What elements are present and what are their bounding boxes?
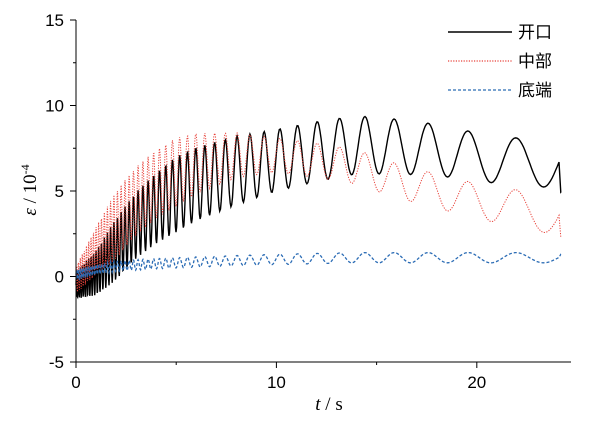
x-axis-title: t / s <box>315 394 342 415</box>
y-tick-label: 10 <box>45 97 64 116</box>
y-axis-title: ε / 10-4 <box>18 164 41 215</box>
y-axis-title-unit: / 10 <box>20 174 41 208</box>
x-tick-label: 10 <box>267 373 286 392</box>
axes <box>70 19 571 368</box>
legend-label-1: 开口 <box>518 23 552 43</box>
y-tick-label: 5 <box>55 182 64 201</box>
tick-labels: -5 0 5 10 15 0 10 20 <box>45 11 486 392</box>
series-line-3 <box>75 251 562 282</box>
x-tick-label: 20 <box>467 373 486 392</box>
y-tick-label: -5 <box>49 353 64 372</box>
legend-label-3: 底端 <box>518 81 552 101</box>
axis-titles: t / s ε / 10-4 <box>18 164 343 415</box>
plot-lines <box>75 115 562 300</box>
legend-label-2: 中部 <box>518 52 552 72</box>
y-tick-label: 0 <box>55 268 64 287</box>
series-line-1 <box>75 115 562 300</box>
y-axis-title-symbol: ε <box>20 208 41 216</box>
x-axis-title-unit: / s <box>321 394 343 415</box>
y-tick-label: 15 <box>45 11 64 30</box>
x-axis-title-symbol: t <box>315 394 321 415</box>
x-tick-label: 0 <box>71 373 80 392</box>
series-line-2 <box>75 131 562 292</box>
y-axis-title-exponent: -4 <box>18 164 32 174</box>
